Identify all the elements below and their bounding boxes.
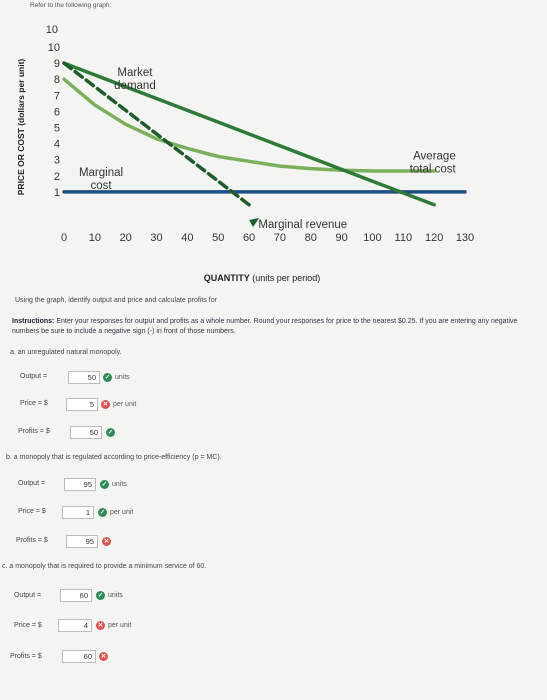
question-c-text: c. a monopoly that is required to provid… [2, 563, 207, 570]
x-tick-label: 10 [89, 232, 101, 244]
x-tick-label: 120 [425, 232, 443, 244]
y-tick-label: 7 [54, 90, 60, 102]
question-b-price-input[interactable]: 1 [62, 506, 94, 519]
y-tick-label: 8 [54, 74, 60, 86]
x-tick-label: 70 [274, 232, 286, 244]
question-b-profits-label: Profits = $ [16, 537, 48, 544]
question-c-output-input[interactable]: 60 [60, 589, 92, 602]
question-b-price-label: Price = $ [18, 508, 46, 515]
annotation-label: total cost [410, 164, 457, 176]
y-tick-label: 10 [48, 42, 60, 54]
question-a-output-unit: units [115, 374, 130, 381]
question-c-profits-cross-icon: ✕ [99, 652, 108, 661]
x-tick-label: 100 [363, 232, 381, 244]
annotation-label: Market [117, 67, 153, 79]
question-a-text: a. an unregulated natural monopoly. [10, 349, 122, 356]
question-a-price-label: Price = $ [20, 400, 48, 407]
question-a-price-unit: per unit [113, 401, 137, 408]
x-tick-label: 60 [243, 232, 255, 244]
question-b-profits-input[interactable]: 95 [66, 535, 98, 548]
annotation-label: Marginal [79, 167, 123, 179]
series-line-average-total-cost [62, 77, 436, 173]
question-b-price-check-icon: ✓ [98, 508, 107, 517]
instructions-body: Enter your responses for output and prof… [12, 318, 518, 335]
x-axis-label: QUANTITY (units per period) [204, 273, 321, 283]
question-a-output-input[interactable]: 50 [68, 371, 100, 384]
question-b-text: b. a monopoly that is regulated accordin… [6, 454, 222, 461]
y-tick-label: 2 [54, 171, 60, 183]
annotation-label: Marginal revenue [258, 219, 347, 231]
question-a-profits-input[interactable]: 50 [70, 426, 102, 439]
y-tick-label: 5 [54, 123, 60, 135]
series-line-market-demand [62, 61, 436, 207]
question-a-output-label: Output = [20, 373, 48, 380]
y-tick-label: 9 [54, 58, 60, 70]
question-b-output-unit: units [112, 481, 127, 488]
question-c-profits-label: Profits = $ [10, 653, 42, 660]
graph-intro: Refer to the following graph: [30, 2, 112, 9]
question-a-profits-label: Profits = $ [18, 428, 50, 435]
question-c-price-input[interactable]: 4 [58, 619, 92, 632]
annotation-label: Average [413, 151, 456, 163]
instructions-label: Instructions: [12, 318, 55, 325]
instructions-text: Instructions: Enter your responses for o… [12, 317, 540, 336]
y-tick-label: 3 [54, 155, 60, 167]
x-tick-label: 80 [305, 232, 317, 244]
question-c-output-unit: units [108, 592, 123, 599]
question-b-output-input[interactable]: 95 [64, 478, 96, 491]
x-tick-label: 90 [335, 232, 347, 244]
x-tick-label: 0 [61, 232, 67, 244]
x-tick-label: 30 [150, 232, 162, 244]
question-b-output-label: Output = [18, 480, 46, 487]
question-a-profits-check-icon: ✓ [106, 428, 115, 437]
series-line-marginal-revenue [62, 61, 251, 207]
question-c-profits-input[interactable]: 60 [62, 650, 96, 663]
y-tick-label: 4 [54, 139, 60, 151]
question-c-output-check-icon: ✓ [96, 591, 105, 600]
y-tick-label: 6 [54, 106, 60, 118]
question-b-price-unit: per unit [110, 509, 134, 516]
question-b-output-check-icon: ✓ [100, 480, 109, 489]
question-c-price-unit: per unit [108, 622, 132, 629]
question-c-price-cross-icon: ✕ [96, 621, 105, 630]
y-tick-label: 10 [46, 24, 58, 36]
y-tick-label: 1 [54, 187, 60, 199]
question-b-profits-cross-icon: ✕ [102, 537, 111, 546]
instructions-prompt: Using the graph, identify output and pri… [15, 297, 217, 304]
question-c-price-label: Price = $ [14, 622, 42, 629]
marginal-revenue-arrow-icon [249, 218, 260, 227]
question-a-price-cross-icon: ✕ [101, 400, 110, 409]
x-tick-label: 50 [212, 232, 224, 244]
x-tick-label: 130 [456, 232, 474, 244]
y-axis-label: PRICE OR COST (dollars per unit) [16, 59, 26, 196]
annotation-label: cost [90, 180, 112, 192]
x-tick-label: 110 [395, 232, 413, 244]
question-a-price-input[interactable]: 5 [66, 398, 98, 411]
question-a-output-check-icon: ✓ [103, 373, 112, 382]
annotation-label: demand [114, 80, 156, 92]
question-c-output-label: Output = [14, 592, 42, 599]
x-tick-label: 20 [120, 232, 132, 244]
x-tick-label: 40 [181, 232, 193, 244]
